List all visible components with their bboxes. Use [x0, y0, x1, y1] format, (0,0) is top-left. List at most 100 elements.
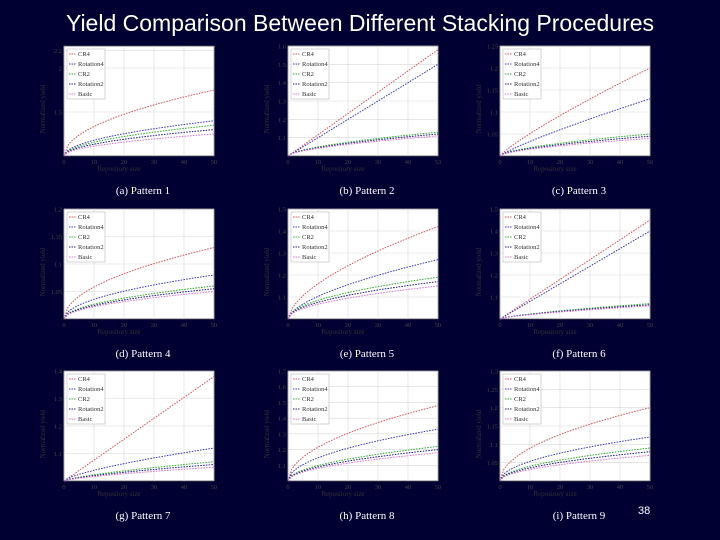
chart-panel-5: 1.1 1.2 1.3 1.4 1.5 0 10 20 30 40 50 Repository siz… — [262, 205, 442, 361]
y-tick-label: 1.1 — [490, 295, 498, 302]
y-tick-label: 1.5 — [278, 400, 286, 407]
x-tick-label: 30 — [587, 322, 594, 329]
legend-entry: Rotation4 — [514, 224, 540, 231]
x-tick-label: 40 — [405, 322, 412, 329]
series-line-cr4 — [287, 226, 439, 320]
x-tick-label: 0 — [62, 484, 65, 491]
y-tick-label: 1.15 — [51, 234, 62, 241]
chart-panel-8: 1.1 1.2 1.3 1.4 1.5 1.6 1.7 0 10 20 30 40 50 Reposito… — [262, 367, 442, 523]
legend-entry: CR2 — [302, 71, 314, 78]
x-tick-label: 20 — [345, 484, 352, 491]
legend-box — [66, 373, 106, 425]
y-tick-label: 1.25 — [487, 44, 498, 51]
legend-entry: CR2 — [514, 71, 526, 78]
chart-svg: 1.05 1.1 1.15 1.2 1.25 0 10 20 30 40 50 Repository … — [475, 44, 654, 174]
series-line-cr2 — [499, 447, 651, 482]
series-line-rotation4 — [499, 230, 651, 320]
legend-entry: CR2 — [302, 396, 314, 403]
chart-caption: (f) Pattern 6 — [552, 348, 606, 360]
y-tick-label: 1.1 — [490, 110, 498, 117]
legend-entry: Rotation2 — [302, 244, 328, 251]
y-axis-label: Normalized yield — [475, 84, 483, 133]
legend-box — [290, 373, 330, 425]
x-tick-label: 20 — [557, 322, 564, 329]
x-axis-label: Repository size — [97, 328, 140, 336]
x-tick-label: 40 — [405, 159, 412, 166]
chart-caption: (g) Pattern 7 — [115, 510, 171, 522]
y-tick-label: 1.1 — [54, 451, 62, 458]
chart-caption: (b) Pattern 2 — [339, 185, 395, 197]
y-axis-label: Normalized yield — [263, 409, 271, 458]
series-line-basic — [287, 135, 439, 157]
series-line-cr2 — [287, 276, 439, 320]
y-tick-label: 1.2 — [490, 66, 498, 73]
y-tick-label: 1.2 — [278, 273, 286, 280]
x-tick-label: 20 — [345, 159, 352, 166]
y-tick-label: 1.4 — [490, 229, 499, 236]
y-tick-label: 1.3 — [490, 369, 498, 376]
page-number: 38 — [638, 505, 651, 517]
x-tick-label: 10 — [527, 484, 534, 491]
legend-entry: CR4 — [78, 376, 91, 383]
legend-entry: CR4 — [302, 51, 315, 58]
legend-box — [66, 48, 106, 100]
chart-svg: 1.1 1.2 1.3 1.4 1.5 1.6 0 10 20 30 40 53 Repository … — [263, 44, 441, 174]
legend-entry: Rotation4 — [78, 224, 104, 231]
y-axis-label: Normalized yield — [39, 84, 47, 133]
x-tick-label: 0 — [62, 159, 65, 166]
legend-entry: Rotation2 — [514, 244, 540, 251]
x-tick-label: 40 — [617, 159, 624, 166]
series-line-rotation2 — [287, 449, 439, 482]
x-tick-label: 30 — [375, 484, 382, 491]
x-tick-label: 50 — [647, 322, 654, 329]
legend-box — [502, 373, 542, 425]
y-tick-label: 1.15 — [487, 424, 498, 431]
x-tick-label: 0 — [498, 322, 501, 329]
legend-entry: Basic — [514, 254, 529, 261]
x-tick-label: 20 — [345, 322, 352, 329]
series-line-rotation2 — [63, 129, 215, 157]
series-line-cr4 — [499, 407, 651, 482]
x-tick-label: 40 — [181, 322, 188, 329]
legend-entry: CR4 — [78, 51, 91, 58]
y-tick-label: 1.4 — [278, 229, 287, 236]
y-tick-label: 1.5 — [490, 207, 498, 214]
series-line-rotation2 — [499, 451, 651, 482]
legend-entry: CR2 — [514, 396, 526, 403]
y-tick-label: 1.5 — [278, 62, 286, 69]
y-tick-label: 1.4 — [54, 369, 63, 376]
x-tick-label: 50 — [435, 322, 442, 329]
x-tick-label: 10 — [91, 159, 98, 166]
series-line-cr4 — [499, 67, 651, 157]
series-line-rotation2 — [499, 135, 651, 157]
x-axis-label: Repository size — [321, 165, 364, 173]
legend-box — [290, 211, 330, 263]
legend-entry: Rotation2 — [514, 406, 540, 413]
legend-entry: CR2 — [302, 234, 314, 241]
legend-entry: Rotation2 — [514, 81, 540, 88]
legend-entry: Rotation4 — [514, 386, 540, 393]
series-line-basic — [287, 285, 439, 320]
y-axis-label: Normalized yield — [39, 409, 47, 458]
series-line-rotation4 — [287, 259, 439, 320]
x-axis-label: Repository size — [321, 328, 364, 336]
series-line-cr4 — [499, 219, 651, 320]
series-line-rotation2 — [63, 288, 215, 320]
chart-caption: (d) Pattern 4 — [115, 348, 171, 360]
x-tick-label: 50 — [647, 159, 654, 166]
legend-entry: CR4 — [78, 214, 91, 221]
legend-entry: CR4 — [514, 376, 527, 383]
series-line-rotation2 — [287, 281, 439, 320]
series-line-cr2 — [63, 285, 215, 320]
chart-svg: 1.1 1.2 1.3 1.4 0 10 20 30 40 50 Repository size No… — [39, 369, 217, 499]
series-line-cr2 — [63, 461, 215, 482]
chart-panel-3: 1.05 1.1 1.15 1.2 1.25 0 10 20 30 40 50 Repository … — [474, 42, 654, 198]
y-tick-label: 1.2 — [278, 447, 286, 454]
y-axis-label: Normalized yield — [263, 84, 271, 133]
series-line-basic — [63, 466, 215, 482]
x-tick-label: 40 — [405, 484, 412, 491]
slide-title: Yield Comparison Between Different Stack… — [65, 10, 655, 36]
x-tick-label: 20 — [121, 322, 128, 329]
y-tick-label: 1.3 — [490, 251, 498, 258]
y-tick-label: 1.1 — [278, 295, 286, 302]
